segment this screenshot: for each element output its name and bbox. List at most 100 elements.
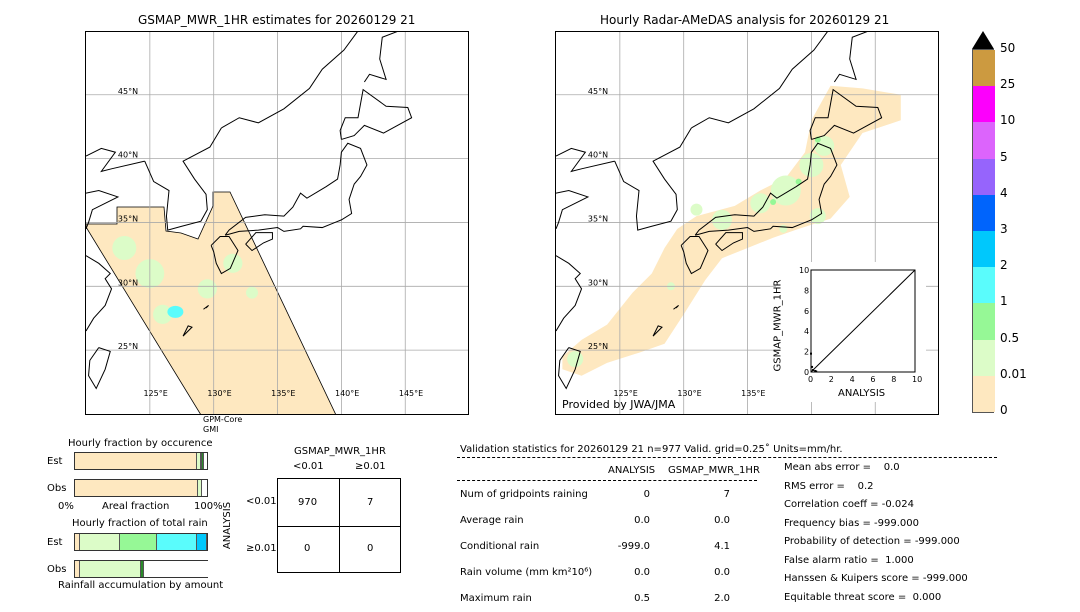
lat-label: 25°N [588,342,608,351]
occurrence-title: Hourly fraction by occurence [68,438,213,449]
colorbar-segment [973,375,995,412]
score-line: False alarm ratio = 1.000 [784,554,914,566]
diagonal-line [810,269,916,373]
rain-patch [153,304,173,324]
colorbar-tick-label: 10 [1000,113,1016,128]
contingency-row-1: ≥0.01 [246,543,277,554]
coastline-kyushu [210,235,239,275]
lon-label: 135°E [271,389,295,398]
colorbar-segment [973,158,995,195]
contingency-row-0: <0.01 [246,496,277,507]
scatter-xtick: 4 [850,375,855,384]
score-line: Equitable threat score = 0.000 [784,591,942,603]
coastline-china_s [86,190,120,230]
scatter-ylabel: GSMAP_MWR_1HR [772,279,784,372]
colorbar-tick-label: 3 [1000,222,1008,236]
scatter-ytick: 4 [804,327,809,336]
total-rain-est-bar [74,533,208,551]
coastline-okinawa [652,325,663,337]
rain-patch [567,351,584,368]
stats-col-analysis: ANALYSIS [608,465,656,476]
occurrence-est-bar [74,452,208,470]
colorbar-tick-label: 0 [1000,403,1008,417]
stats-row-analysis: 0.0 [634,515,650,526]
colorbar [972,31,1032,416]
stats-row-analysis: 0.0 [634,567,650,578]
scatter-point [811,365,814,368]
occurrence-xmax: 100% [194,501,223,512]
left-map: 45°N 40°N 35°N 30°N 25°N 125°E 130°E 135°E 140°E… [85,31,469,415]
bar-segment [75,534,80,550]
stats-row-label: Maximum rain [460,593,532,604]
coastline-japan_honshu [694,142,838,236]
rain-patch [712,209,733,230]
stats-row-gsmap: 0.0 [714,515,730,526]
stats-col-gsmap: GSMAP_MWR_1HR [668,465,760,476]
stats-row-gsmap: 7 [723,489,730,500]
bar-segment [196,534,208,550]
rain-patch [197,279,217,299]
cell-0-0: 970 [298,497,318,508]
colorbar-segment [973,86,995,123]
right-map: 45°N 40°N 35°N 30°N 25°N 125°E 130°E 135°E Prov… [555,31,939,415]
credit-text: Provided by JWA/JMA [562,398,676,411]
rain-patch [112,235,137,260]
occurrence-est-label: Est [47,456,63,467]
scatter-ytick: 2 [804,348,809,357]
scatter-xtick: 6 [870,375,875,384]
lat-label: 30°N [118,278,138,287]
scatter-xtick: 0 [808,375,813,384]
stats-row-label: Rain volume (mm km²10⁶) [460,567,593,578]
rain-patch [246,286,259,299]
contingency-row-axis: ANALYSIS [222,501,234,550]
score-line: Correlation coeff = -0.024 [784,499,914,510]
total-rain-est-label: Est [47,537,63,548]
colorbar-segment [973,267,995,304]
stats-col-divider [457,480,757,481]
rain-patch [690,203,703,216]
stats-row-analysis: -999.0 [617,541,650,552]
scatter-xtick: 10 [912,375,922,384]
bar-segment [200,453,203,469]
scatter-canvas: 00 2 2 4 4 6 6 8 8 10 10 [799,266,922,384]
coastline-russia [221,32,358,129]
rain-patch [770,199,777,206]
sensor-label: GMI [203,425,219,434]
bar-segment [157,534,197,550]
coastline-china_e [86,255,113,332]
stats-row-gsmap: 2.0 [714,593,730,604]
satellite-label: GPM-Core [203,415,243,424]
coastline-korea [144,127,222,231]
stats-row-label: Conditional rain [460,541,540,552]
left-map-canvas: 45°N 40°N 35°N 30°N 25°N 125°E 130°E 135°E 140°E… [86,32,468,414]
lat-label: 35°N [588,214,608,223]
coastline-amami [203,305,209,310]
score-line: RMS error = 0.2 [784,480,874,492]
scatter-ytick: 10 [799,266,809,275]
contingency-title: GSMAP_MWR_1HR [294,446,386,457]
bar-segment [79,561,142,577]
scatter-point [815,370,818,373]
scatter-point [810,352,812,355]
coastline-china_e [556,255,583,332]
contingency-col-1: ≥0.01 [355,461,386,472]
scatter-ytick: 6 [804,307,809,316]
scatter-ytick: 0 [804,368,809,377]
left-map-title: GSMAP_MWR_1HR estimates for 20260129 21 [138,13,416,27]
lat-label: 45°N [118,87,138,96]
stats-divider [457,457,997,458]
stats-row-gsmap: 4.1 [714,541,730,552]
coastline-hokkaido [809,88,883,140]
colorbar-tick-label: 2 [1000,258,1008,273]
coastline-shikoku [715,232,743,252]
coastline-taiwan [88,347,111,390]
total-rain-obs-bar [74,560,208,578]
lon-label: 125°E [143,389,167,398]
rain-patch [770,175,801,206]
lon-label: 140°E [335,389,359,398]
scatter-xlabel: ANALYSIS [838,388,886,399]
colorbar-tick-label: 0.01 [1000,366,1027,381]
occurrence-xlabel: Areal fraction [102,501,170,512]
colorbar-tick-label: 1 [1000,294,1008,309]
